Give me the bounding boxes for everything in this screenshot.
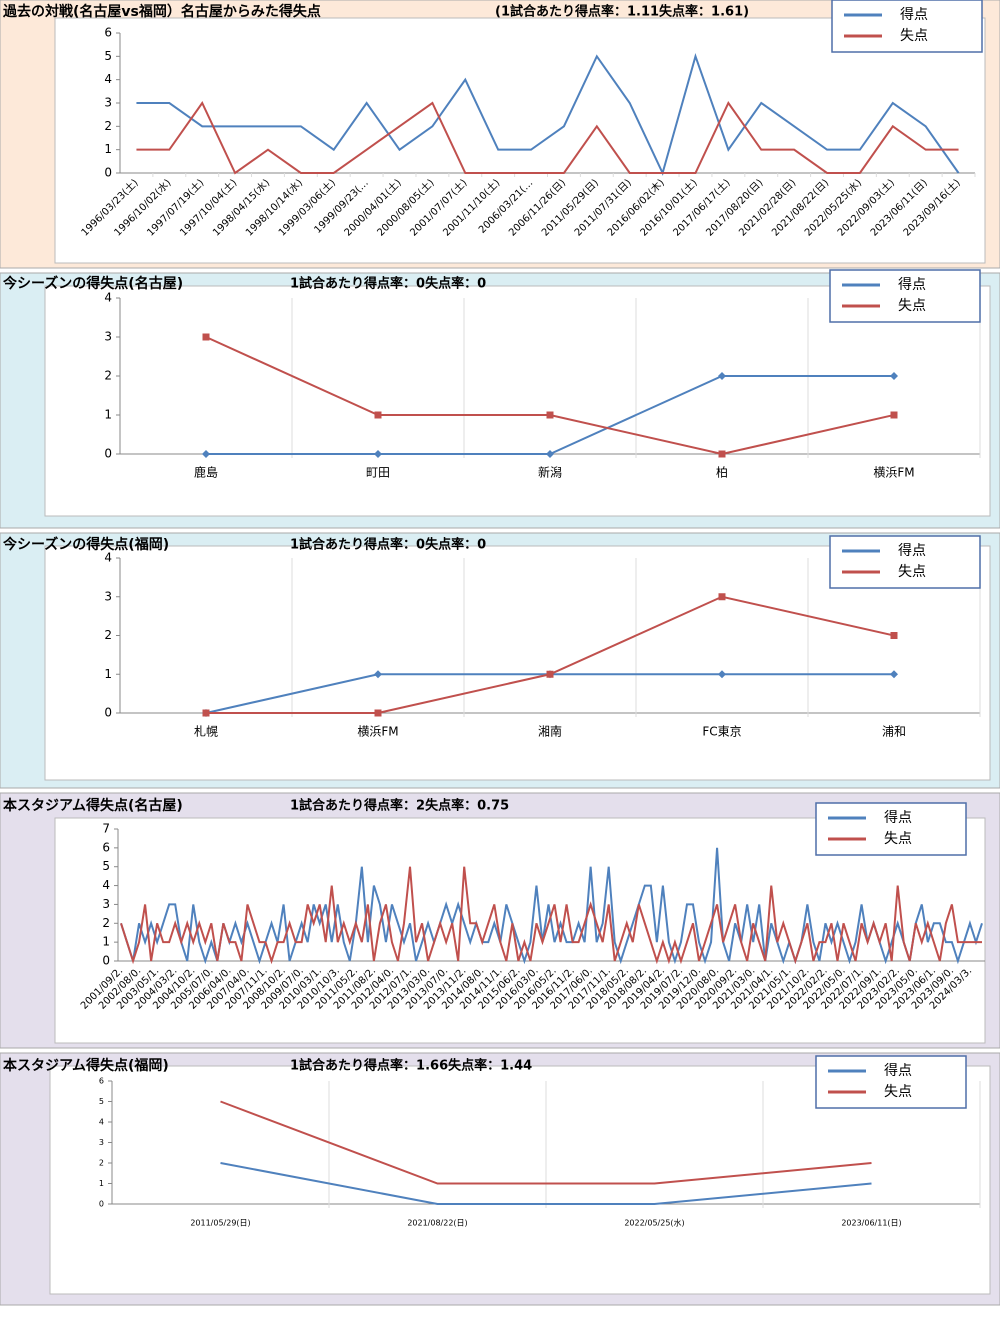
y-tick-label: 2	[99, 1159, 104, 1168]
legend-box	[815, 1055, 967, 1109]
y-tick-label: 4	[104, 551, 112, 565]
marker	[890, 411, 898, 419]
y-tick-label: 5	[99, 1097, 104, 1106]
y-tick-label: 3	[102, 897, 110, 911]
x-tick-label: 2021/08/22(日)	[407, 1219, 467, 1228]
y-tick-label: 3	[104, 96, 112, 110]
y-tick-label: 3	[104, 330, 112, 344]
chart-title: 本スタジアム得失点(名古屋)	[3, 797, 183, 814]
marker	[890, 670, 898, 679]
x-tick-label: 2011/05/29(日)	[190, 1219, 250, 1228]
y-tick-label: 1	[104, 142, 112, 156]
y-tick-label: 4	[104, 72, 112, 86]
marker	[718, 450, 726, 458]
marker	[374, 450, 382, 458]
y-tick-label: 4	[102, 878, 110, 892]
marker	[202, 709, 210, 717]
y-tick-label: 7	[102, 822, 110, 836]
legend-label: 得点	[884, 1062, 912, 1079]
x-tick-label: 横浜FM	[357, 725, 398, 739]
y-tick-label: 0	[104, 166, 112, 180]
marker	[546, 670, 554, 678]
chart-title: 過去の対戦(名古屋vs福岡）名古屋からみた得失点	[2, 3, 321, 20]
x-tick-label: 柏	[716, 465, 728, 480]
x-tick-label: 浦和	[882, 725, 906, 739]
y-tick-label: 2	[102, 916, 110, 930]
legend-box	[815, 802, 967, 856]
marker	[546, 450, 554, 458]
marker	[202, 450, 210, 458]
legend-label: 失点	[898, 564, 926, 580]
chart-subtitle: 1試合あたり得点率：2失点率：0.75	[290, 798, 509, 814]
chart-title: 今シーズンの得失点(名古屋)	[2, 275, 183, 292]
series-line	[136, 101, 959, 175]
chart-area	[44, 285, 991, 517]
y-tick-label: 0	[99, 1200, 104, 1209]
legend-box	[829, 535, 981, 589]
y-tick-label: 0	[104, 447, 112, 461]
chart-title: 本スタジアム得失点(福岡)	[3, 1057, 169, 1074]
x-tick-label: 札幌	[194, 724, 218, 739]
series-line	[136, 53, 960, 176]
chart-title: 今シーズンの得失点(福岡)	[2, 536, 169, 553]
chart-subtitle: (1試合あたり得点率：1.11失点率：1.61)	[495, 4, 749, 20]
x-tick-label: FC東京	[702, 725, 741, 739]
y-tick-label: 3	[104, 589, 112, 603]
x-tick-label: 2022/05/25(水)	[624, 1218, 684, 1228]
legend-label: 失点	[884, 1084, 912, 1100]
x-tick-label: 横浜FM	[873, 466, 914, 480]
marker	[890, 632, 898, 639]
legend-label: 得点	[884, 809, 912, 826]
series-line	[120, 847, 983, 965]
x-tick-label: 新潟	[538, 465, 562, 480]
marker	[202, 333, 210, 341]
series-line	[120, 866, 982, 965]
y-tick-label: 6	[99, 1077, 104, 1086]
y-tick-label: 1	[104, 667, 112, 681]
x-tick-label: 町田	[366, 466, 390, 480]
chart-subtitle: 1試合あたり得点率：0失点率：0	[290, 276, 486, 292]
y-tick-label: 1	[104, 408, 112, 422]
y-tick-label: 0	[102, 954, 110, 968]
y-tick-label: 4	[104, 291, 112, 305]
series-line	[220, 1100, 872, 1185]
y-tick-label: 3	[99, 1138, 104, 1147]
marker	[718, 372, 726, 380]
y-tick-label: 0	[104, 706, 112, 720]
marker	[718, 670, 726, 679]
marker	[890, 372, 898, 380]
y-tick-label: 6	[102, 840, 110, 854]
y-tick-label: 1	[102, 935, 110, 949]
x-tick-label: 鹿島	[194, 465, 218, 480]
y-tick-label: 2	[104, 119, 112, 133]
legend-label: 失点	[898, 298, 926, 314]
x-tick-label: 湘南	[538, 724, 562, 739]
series-line	[220, 1162, 872, 1205]
x-tick-label: 2023/06/11(日)	[841, 1219, 901, 1228]
legend-label: 得点	[898, 276, 926, 293]
marker	[718, 593, 726, 601]
y-tick-label: 6	[104, 26, 112, 40]
marker	[374, 411, 382, 419]
legend-box	[829, 269, 981, 323]
y-tick-label: 5	[102, 859, 110, 873]
y-tick-label: 1	[99, 1179, 104, 1188]
chart-area	[54, 17, 986, 264]
y-tick-label: 2	[104, 628, 112, 642]
legend-label: 失点	[884, 831, 912, 847]
marker	[374, 670, 382, 679]
y-tick-label: 5	[104, 49, 112, 63]
legend-label: 失点	[900, 28, 928, 44]
chart-subtitle: 1試合あたり得点率：1.66失点率：1.44	[290, 1058, 532, 1074]
y-tick-label: 2	[104, 369, 112, 383]
legend-label: 得点	[900, 6, 928, 23]
marker	[374, 709, 382, 717]
marker	[546, 411, 554, 419]
legend-box	[831, 0, 983, 53]
legend-label: 得点	[898, 542, 926, 559]
chart-subtitle: 1試合あたり得点率：0失点率：0	[290, 537, 486, 553]
y-tick-label: 4	[99, 1118, 104, 1127]
